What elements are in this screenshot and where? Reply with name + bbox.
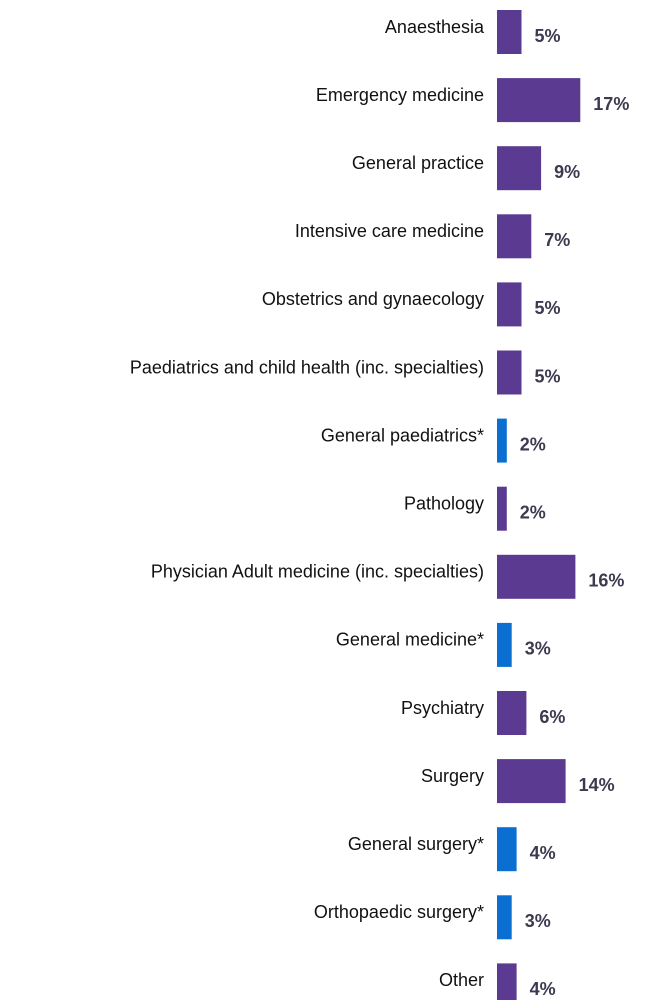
bar — [497, 10, 522, 54]
category-label: Pathology — [404, 493, 484, 513]
category-label: Anaesthesia — [385, 17, 485, 37]
value-label: 3% — [525, 639, 551, 659]
category-label: Other — [439, 970, 484, 990]
value-label: 17% — [593, 94, 629, 114]
category-label: Physician Adult medicine (inc. specialti… — [151, 562, 484, 582]
value-label: 2% — [520, 434, 546, 454]
bar — [497, 486, 507, 531]
category-label: General paediatrics* — [321, 425, 484, 445]
value-label: 7% — [544, 230, 570, 250]
bar — [497, 282, 522, 327]
category-label: Intensive care medicine — [295, 221, 484, 241]
category-label: Orthopaedic surgery* — [314, 902, 484, 922]
category-label: Surgery — [421, 766, 484, 786]
bar — [497, 78, 581, 123]
bar — [497, 146, 542, 191]
value-label: 9% — [554, 162, 580, 182]
value-label: 4% — [530, 843, 556, 863]
bar — [497, 554, 576, 599]
bar — [497, 214, 532, 259]
category-label: General surgery* — [348, 834, 484, 854]
category-label: Paediatrics and child health (inc. speci… — [130, 357, 484, 377]
category-label: Psychiatry — [401, 698, 484, 718]
category-label: Obstetrics and gynaecology — [262, 289, 484, 309]
value-label: 5% — [535, 26, 561, 46]
value-label: 5% — [535, 366, 561, 386]
category-label: General medicine* — [336, 630, 484, 650]
bar — [497, 895, 512, 940]
category-label: General practice — [352, 153, 484, 173]
value-label: 5% — [535, 298, 561, 318]
bar — [497, 622, 512, 667]
value-label: 2% — [520, 502, 546, 522]
bar — [497, 350, 522, 395]
bar — [497, 827, 517, 872]
value-label: 4% — [530, 979, 556, 999]
value-label: 14% — [579, 775, 615, 795]
bar — [497, 691, 527, 735]
value-label: 16% — [588, 571, 624, 591]
bar — [497, 418, 507, 463]
category-label: Emergency medicine — [316, 85, 484, 105]
bar — [497, 759, 566, 804]
bar — [497, 963, 517, 1000]
value-label: 3% — [525, 911, 551, 931]
value-label: 6% — [539, 707, 565, 727]
